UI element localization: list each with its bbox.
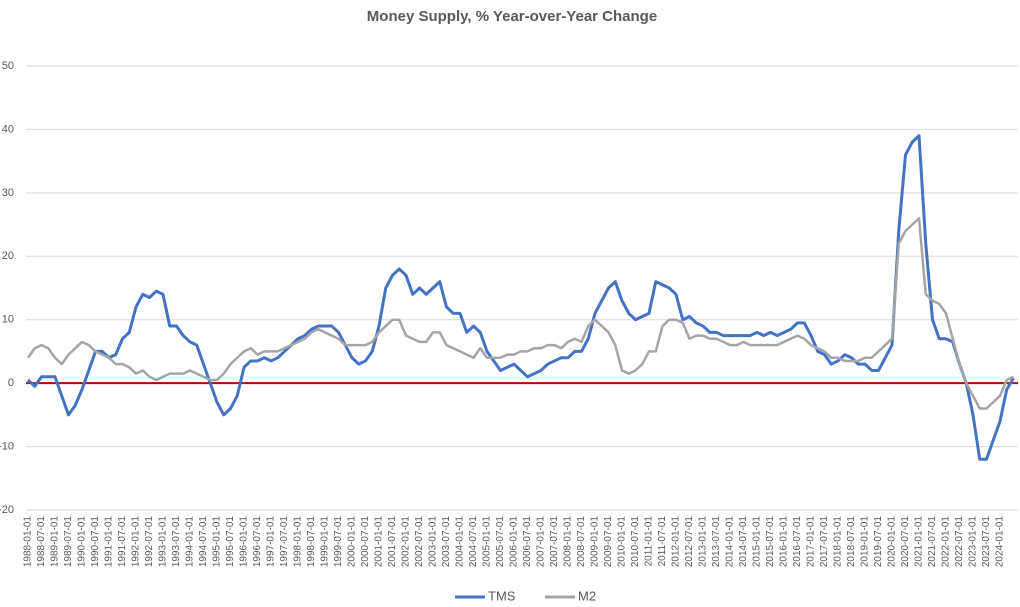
x-tick-label: 1993-01-01	[158, 516, 169, 568]
x-tick-label: 2010-07-01	[630, 516, 641, 568]
x-tick-label: 2005-07-01	[495, 516, 506, 568]
x-tick-label: 2009-01-01	[590, 516, 601, 568]
x-tick-label: 2006-07-01	[522, 516, 533, 568]
series-line	[26, 134, 1015, 461]
x-tick-label: 2023-07-01	[981, 516, 992, 568]
x-tick-label: 1995-07-01	[225, 516, 236, 568]
x-tick-label: 2016-07-01	[792, 516, 803, 568]
x-tick-label: 2009-07-01	[603, 516, 614, 568]
x-tick-label: 2001-01-01	[374, 516, 385, 568]
x-tick-label: 1995-01-01	[212, 516, 223, 568]
x-tick-label: 2024-01-01	[995, 516, 1006, 568]
x-tick-label: 2017-07-01	[819, 516, 830, 568]
x-tick-label: 2022-07-01	[954, 516, 965, 568]
legend-label: TMS	[488, 588, 516, 603]
x-tick-label: 2012-01-01	[671, 516, 682, 568]
x-tick-label: 1991-07-01	[117, 516, 128, 568]
x-tick-label: 2014-07-01	[738, 516, 749, 568]
x-tick-label: 1994-07-01	[198, 516, 209, 568]
x-tick-label: 1990-01-01	[77, 516, 88, 568]
x-tick-label: 1989-07-01	[63, 516, 74, 568]
x-tick-label: 2018-07-01	[846, 516, 857, 568]
x-tick-label: 2022-01-01	[941, 516, 952, 568]
x-tick-label: 2000-01-01	[347, 516, 358, 568]
x-tick-label: 1991-01-01	[104, 516, 115, 568]
x-tick-label: 2008-07-01	[576, 516, 587, 568]
x-tick-label: 2006-01-01	[509, 516, 520, 568]
x-tick-label: 2000-07-01	[360, 516, 371, 568]
series-line	[26, 216, 1015, 410]
x-tick-label: 1988-07-01	[36, 516, 47, 568]
x-tick-label: 1996-07-01	[252, 516, 263, 568]
x-tick-label: 2020-07-01	[900, 516, 911, 568]
x-tick-label: 1998-07-01	[306, 516, 317, 568]
x-tick-label: 2019-07-01	[873, 516, 884, 568]
x-tick-label: 1994-01-01	[185, 516, 196, 568]
chart-title: Money Supply, % Year-over-Year Change	[367, 8, 657, 25]
x-tick-label: 1988-01-01	[23, 516, 34, 568]
x-tick-label: 2021-07-01	[927, 516, 938, 568]
y-tick-label: -10	[0, 440, 14, 452]
y-tick-label: 10	[2, 314, 14, 326]
x-tick-label: 2015-07-01	[765, 516, 776, 568]
x-tick-label: 2005-01-01	[482, 516, 493, 568]
x-tick-label: 2012-07-01	[684, 516, 695, 568]
legend-label: M2	[578, 588, 596, 603]
x-tick-label: 2023-01-01	[968, 516, 979, 568]
y-tick-label: 40	[2, 123, 14, 135]
x-tick-label: 2018-01-01	[833, 516, 844, 568]
x-tick-label: 2019-01-01	[860, 516, 871, 568]
x-tick-label: 1999-01-01	[320, 516, 331, 568]
x-tick-label: 2007-01-01	[536, 516, 547, 568]
y-tick-label: -20	[0, 504, 14, 516]
x-tick-label: 2002-07-01	[414, 516, 425, 568]
x-tick-label: 1999-07-01	[333, 516, 344, 568]
x-tick-label: 1993-07-01	[171, 516, 182, 568]
x-tick-label: 2003-01-01	[428, 516, 439, 568]
x-tick-label: 2020-01-01	[887, 516, 898, 568]
x-tick-label: 2015-01-01	[752, 516, 763, 568]
x-tick-label: 2014-01-01	[725, 516, 736, 568]
x-tick-label: 2001-07-01	[387, 516, 398, 568]
x-tick-label: 2008-01-01	[563, 516, 574, 568]
y-tick-label: 30	[2, 187, 14, 199]
x-tick-label: 2004-01-01	[455, 516, 466, 568]
x-tick-label: 2010-01-01	[617, 516, 628, 568]
x-tick-label: 2021-01-01	[914, 516, 925, 568]
x-tick-label: 2002-01-01	[401, 516, 412, 568]
x-tick-label: 1996-01-01	[239, 516, 250, 568]
y-tick-label: 20	[2, 250, 14, 262]
x-tick-label: 1992-07-01	[144, 516, 155, 568]
x-tick-label: 1989-01-01	[50, 516, 61, 568]
x-tick-label: 1997-01-01	[266, 516, 277, 568]
x-tick-label: 2013-01-01	[698, 516, 709, 568]
y-tick-label: 50	[2, 60, 14, 72]
x-tick-label: 1990-07-01	[90, 516, 101, 568]
x-tick-label: 2007-07-01	[549, 516, 560, 568]
x-tick-label: 2013-07-01	[711, 516, 722, 568]
x-tick-label: 2011-07-01	[657, 516, 668, 567]
x-tick-label: 2004-07-01	[468, 516, 479, 568]
y-tick-label: 0	[8, 377, 14, 389]
x-tick-label: 2011-01-01	[644, 516, 655, 567]
x-tick-label: 2017-01-01	[806, 516, 817, 568]
x-tick-label: 1998-01-01	[293, 516, 304, 568]
x-tick-label: 2003-07-01	[441, 516, 452, 568]
x-tick-label: 2016-01-01	[779, 516, 790, 568]
x-tick-label: 1997-07-01	[279, 516, 290, 568]
x-tick-label: 1992-01-01	[131, 516, 142, 568]
